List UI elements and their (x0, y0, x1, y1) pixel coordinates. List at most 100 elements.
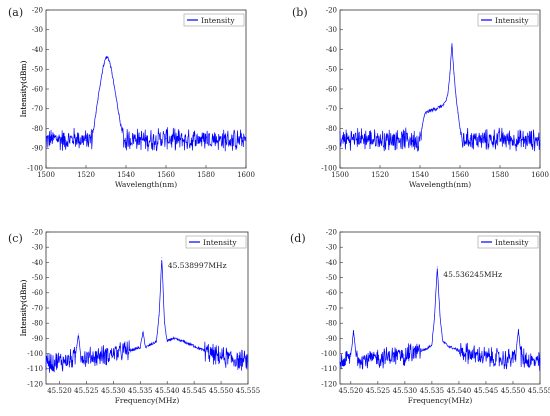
data-point (490, 357, 492, 359)
data-point (45, 362, 47, 364)
data-point (453, 72, 455, 74)
data-point (109, 62, 111, 64)
data-point (434, 315, 435, 316)
data-point (447, 92, 449, 94)
peak-annotation: 45.538997MHz (168, 261, 227, 270)
x-tick-label: 45.535 (420, 387, 445, 395)
data-point (77, 333, 79, 335)
data-point (182, 341, 184, 342)
data-point (435, 108, 437, 110)
data-point (65, 139, 67, 141)
data-point (86, 357, 87, 359)
x-axis-title: Frequency(MHz) (408, 396, 473, 405)
x-tick-label: 45.545 (474, 387, 499, 395)
data-point (80, 356, 82, 358)
data-point (55, 137, 57, 139)
data-point (426, 348, 427, 350)
data-point (113, 84, 115, 86)
data-point (103, 62, 105, 64)
x-tick-label: 45.535 (128, 387, 153, 395)
data-point (145, 139, 147, 141)
data-point (345, 359, 346, 361)
y-tick-label: -90 (32, 145, 43, 153)
data-point (445, 100, 447, 102)
data-point (339, 139, 341, 141)
series-line (339, 268, 541, 371)
y-tick-label: -40 (326, 259, 337, 267)
data-point (91, 137, 93, 139)
data-point (236, 359, 238, 361)
y-tick-label: -70 (326, 304, 337, 312)
x-tick-label: 45.540 (447, 387, 472, 395)
data-point (145, 347, 147, 348)
y-tick-label: -60 (326, 85, 337, 93)
data-point (59, 360, 60, 362)
data-point (111, 72, 113, 74)
data-point (75, 356, 77, 358)
data-point (93, 126, 95, 127)
data-point (172, 338, 173, 339)
data-point (101, 72, 103, 74)
x-tick-label: 1560 (451, 171, 469, 179)
data-point (193, 345, 195, 347)
x-tick-label: 1580 (491, 171, 509, 179)
y-tick-label: -70 (32, 304, 43, 312)
x-tick-label: 45.540 (155, 387, 180, 395)
data-point (539, 139, 541, 141)
y-tick-label: -20 (326, 228, 337, 236)
y-axis-title: Intensity(dBm) (19, 61, 28, 118)
x-tick-label: 1520 (371, 171, 389, 179)
data-point (99, 84, 101, 86)
plot-frame (45, 231, 249, 385)
panel-label: (c) (8, 232, 23, 245)
x-tick-label: 1500 (37, 171, 55, 179)
x-axis-title: Wavelength(nm) (409, 180, 471, 189)
data-point (339, 362, 341, 364)
x-tick-label: 1600 (531, 171, 549, 179)
y-tick-label: -70 (326, 105, 337, 113)
data-point (185, 139, 187, 141)
data-point (415, 351, 417, 353)
x-tick-label: 1600 (237, 171, 255, 179)
data-point (359, 137, 361, 139)
x-tick-label: 45.555 (528, 387, 550, 395)
data-point (123, 139, 125, 141)
data-point (150, 344, 152, 345)
x-tick-label: 45.545 (182, 387, 207, 395)
panel-2: (c) -20 -30 -40 -50 -60 -70 -80 -90 -100 -110 -120 4… (8, 228, 260, 405)
data-point (436, 266, 438, 268)
data-point (135, 137, 137, 139)
data-point (439, 315, 441, 316)
data-point (107, 57, 109, 58)
data-point (528, 360, 530, 362)
legend-box (185, 235, 247, 249)
x-axis-title: Wavelength(nm) (115, 180, 177, 189)
data-point (165, 137, 167, 139)
peak-annotation: 45.536245MHz (443, 270, 502, 279)
y-tick-label: -20 (32, 228, 43, 236)
y-tick-label: -40 (326, 46, 337, 54)
data-point (443, 104, 445, 106)
data-point (350, 356, 352, 358)
data-point (247, 360, 249, 362)
legend-label: Intensity (495, 16, 529, 25)
y-tick-label: -90 (32, 335, 43, 343)
x-tick-label: 45.550 (501, 387, 526, 395)
data-point (225, 139, 227, 141)
panel-label: (b) (292, 6, 308, 19)
y-tick-label: -100 (27, 350, 43, 358)
panel-3: (d) -20-30-40-50-60-70-80-90-100-110-1204… (19, 228, 550, 405)
data-point (97, 98, 99, 100)
data-point (353, 330, 354, 332)
y-tick-label: -90 (326, 335, 337, 343)
data-point (366, 359, 368, 361)
y-tick-label: -110 (27, 365, 43, 373)
data-point (515, 356, 517, 358)
plot-frame (339, 231, 541, 385)
y-tick-label: -50 (32, 66, 43, 74)
data-point (404, 354, 406, 356)
y-tick-label: -120 (321, 380, 337, 388)
